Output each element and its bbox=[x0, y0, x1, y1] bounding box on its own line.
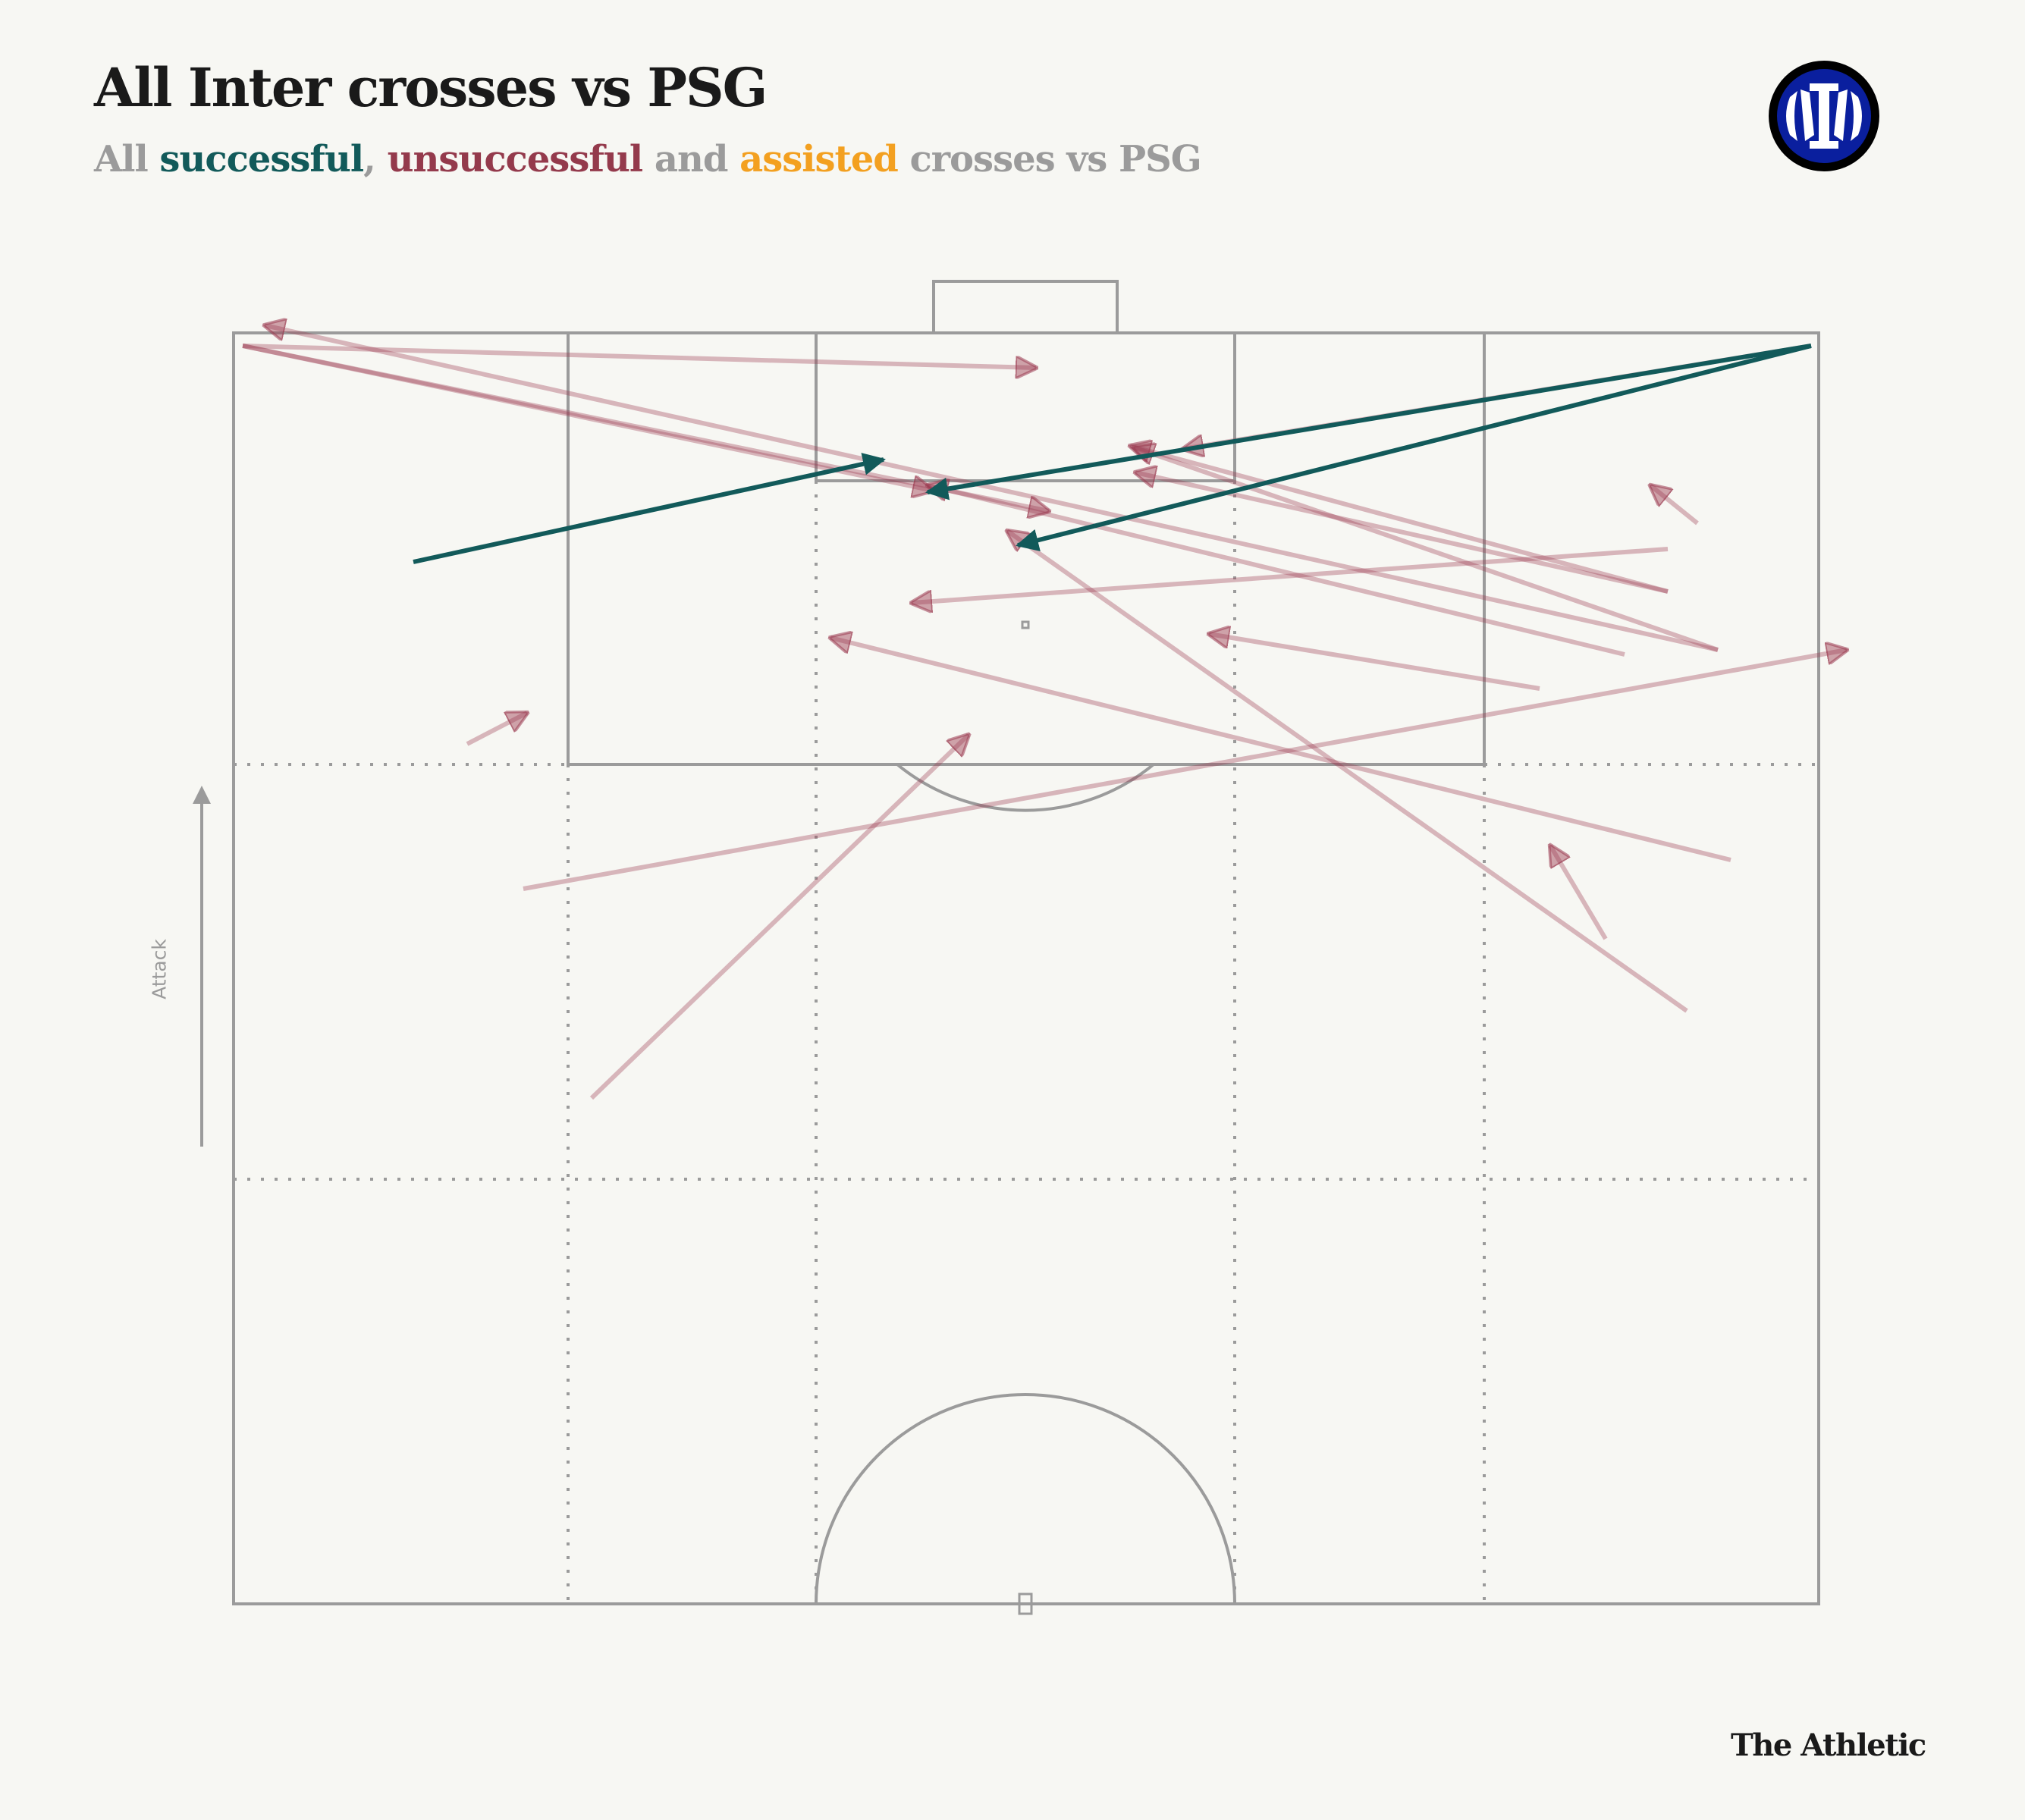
cross-arrow-unsuccessful bbox=[1650, 485, 1699, 526]
chart-subtitle: All successful, unsuccessful and assiste… bbox=[94, 138, 1202, 180]
cross-arrow-unsuccessful bbox=[242, 344, 1049, 511]
cross-arrow-unsuccessful bbox=[1550, 846, 1608, 940]
inter-logo-icon bbox=[1769, 61, 1879, 171]
unsuccessful-crosses bbox=[242, 325, 1847, 1100]
cross-arrow-unsuccessful bbox=[242, 344, 933, 491]
penalty-spot bbox=[1021, 620, 1030, 629]
pitch-lines bbox=[232, 280, 1820, 1615]
cross-arrow-unsuccessful bbox=[1209, 634, 1540, 691]
cross-arrow-unsuccessful bbox=[242, 344, 1036, 368]
zone-grid bbox=[234, 481, 1819, 1604]
legend-assisted: assisted bbox=[739, 138, 899, 180]
penalty-arc bbox=[896, 763, 1155, 812]
penalty-box bbox=[567, 331, 1486, 766]
cross-arrow-unsuccessful bbox=[1134, 447, 1719, 652]
cross-arrow-unsuccessful bbox=[523, 650, 1847, 891]
cross-arrow-unsuccessful bbox=[830, 638, 1731, 862]
successful-crosses bbox=[413, 344, 1812, 564]
cross-arrow-unsuccessful bbox=[1135, 472, 1669, 594]
center-spot bbox=[1018, 1592, 1033, 1615]
cross-arrow-unsuccessful bbox=[265, 325, 1719, 652]
cross-arrow-unsuccessful bbox=[1007, 531, 1688, 1013]
legend-successful: successful bbox=[159, 138, 364, 180]
cross-arrow-unsuccessful bbox=[589, 735, 969, 1100]
brand-logo: The Athletic bbox=[1731, 1727, 1926, 1763]
subtitle-comma: , bbox=[363, 138, 388, 180]
cross-arrow-successful bbox=[413, 453, 886, 564]
six-yard-box bbox=[815, 331, 1236, 482]
subtitle-and: and bbox=[642, 138, 740, 180]
cross-arrow-successful bbox=[925, 344, 1812, 500]
cross-arrow-unsuccessful bbox=[1130, 446, 1669, 594]
center-circle-half bbox=[815, 1393, 1236, 1605]
cross-arrow-unsuccessful bbox=[466, 713, 527, 746]
pitch-outline bbox=[232, 331, 1820, 1605]
cross-arrow-unsuccessful bbox=[928, 485, 1625, 657]
attack-label: Attack bbox=[148, 939, 171, 999]
cross-arrow-unsuccessful bbox=[912, 547, 1669, 603]
legend-unsuccessful: unsuccessful bbox=[387, 138, 644, 180]
subtitle-suffix: crosses vs PSG bbox=[897, 138, 1202, 180]
cross-arrow-successful bbox=[1016, 344, 1812, 551]
goal bbox=[932, 280, 1119, 334]
subtitle-prefix: All bbox=[94, 138, 160, 180]
chart-title: All Inter crosses vs PSG bbox=[94, 56, 768, 119]
